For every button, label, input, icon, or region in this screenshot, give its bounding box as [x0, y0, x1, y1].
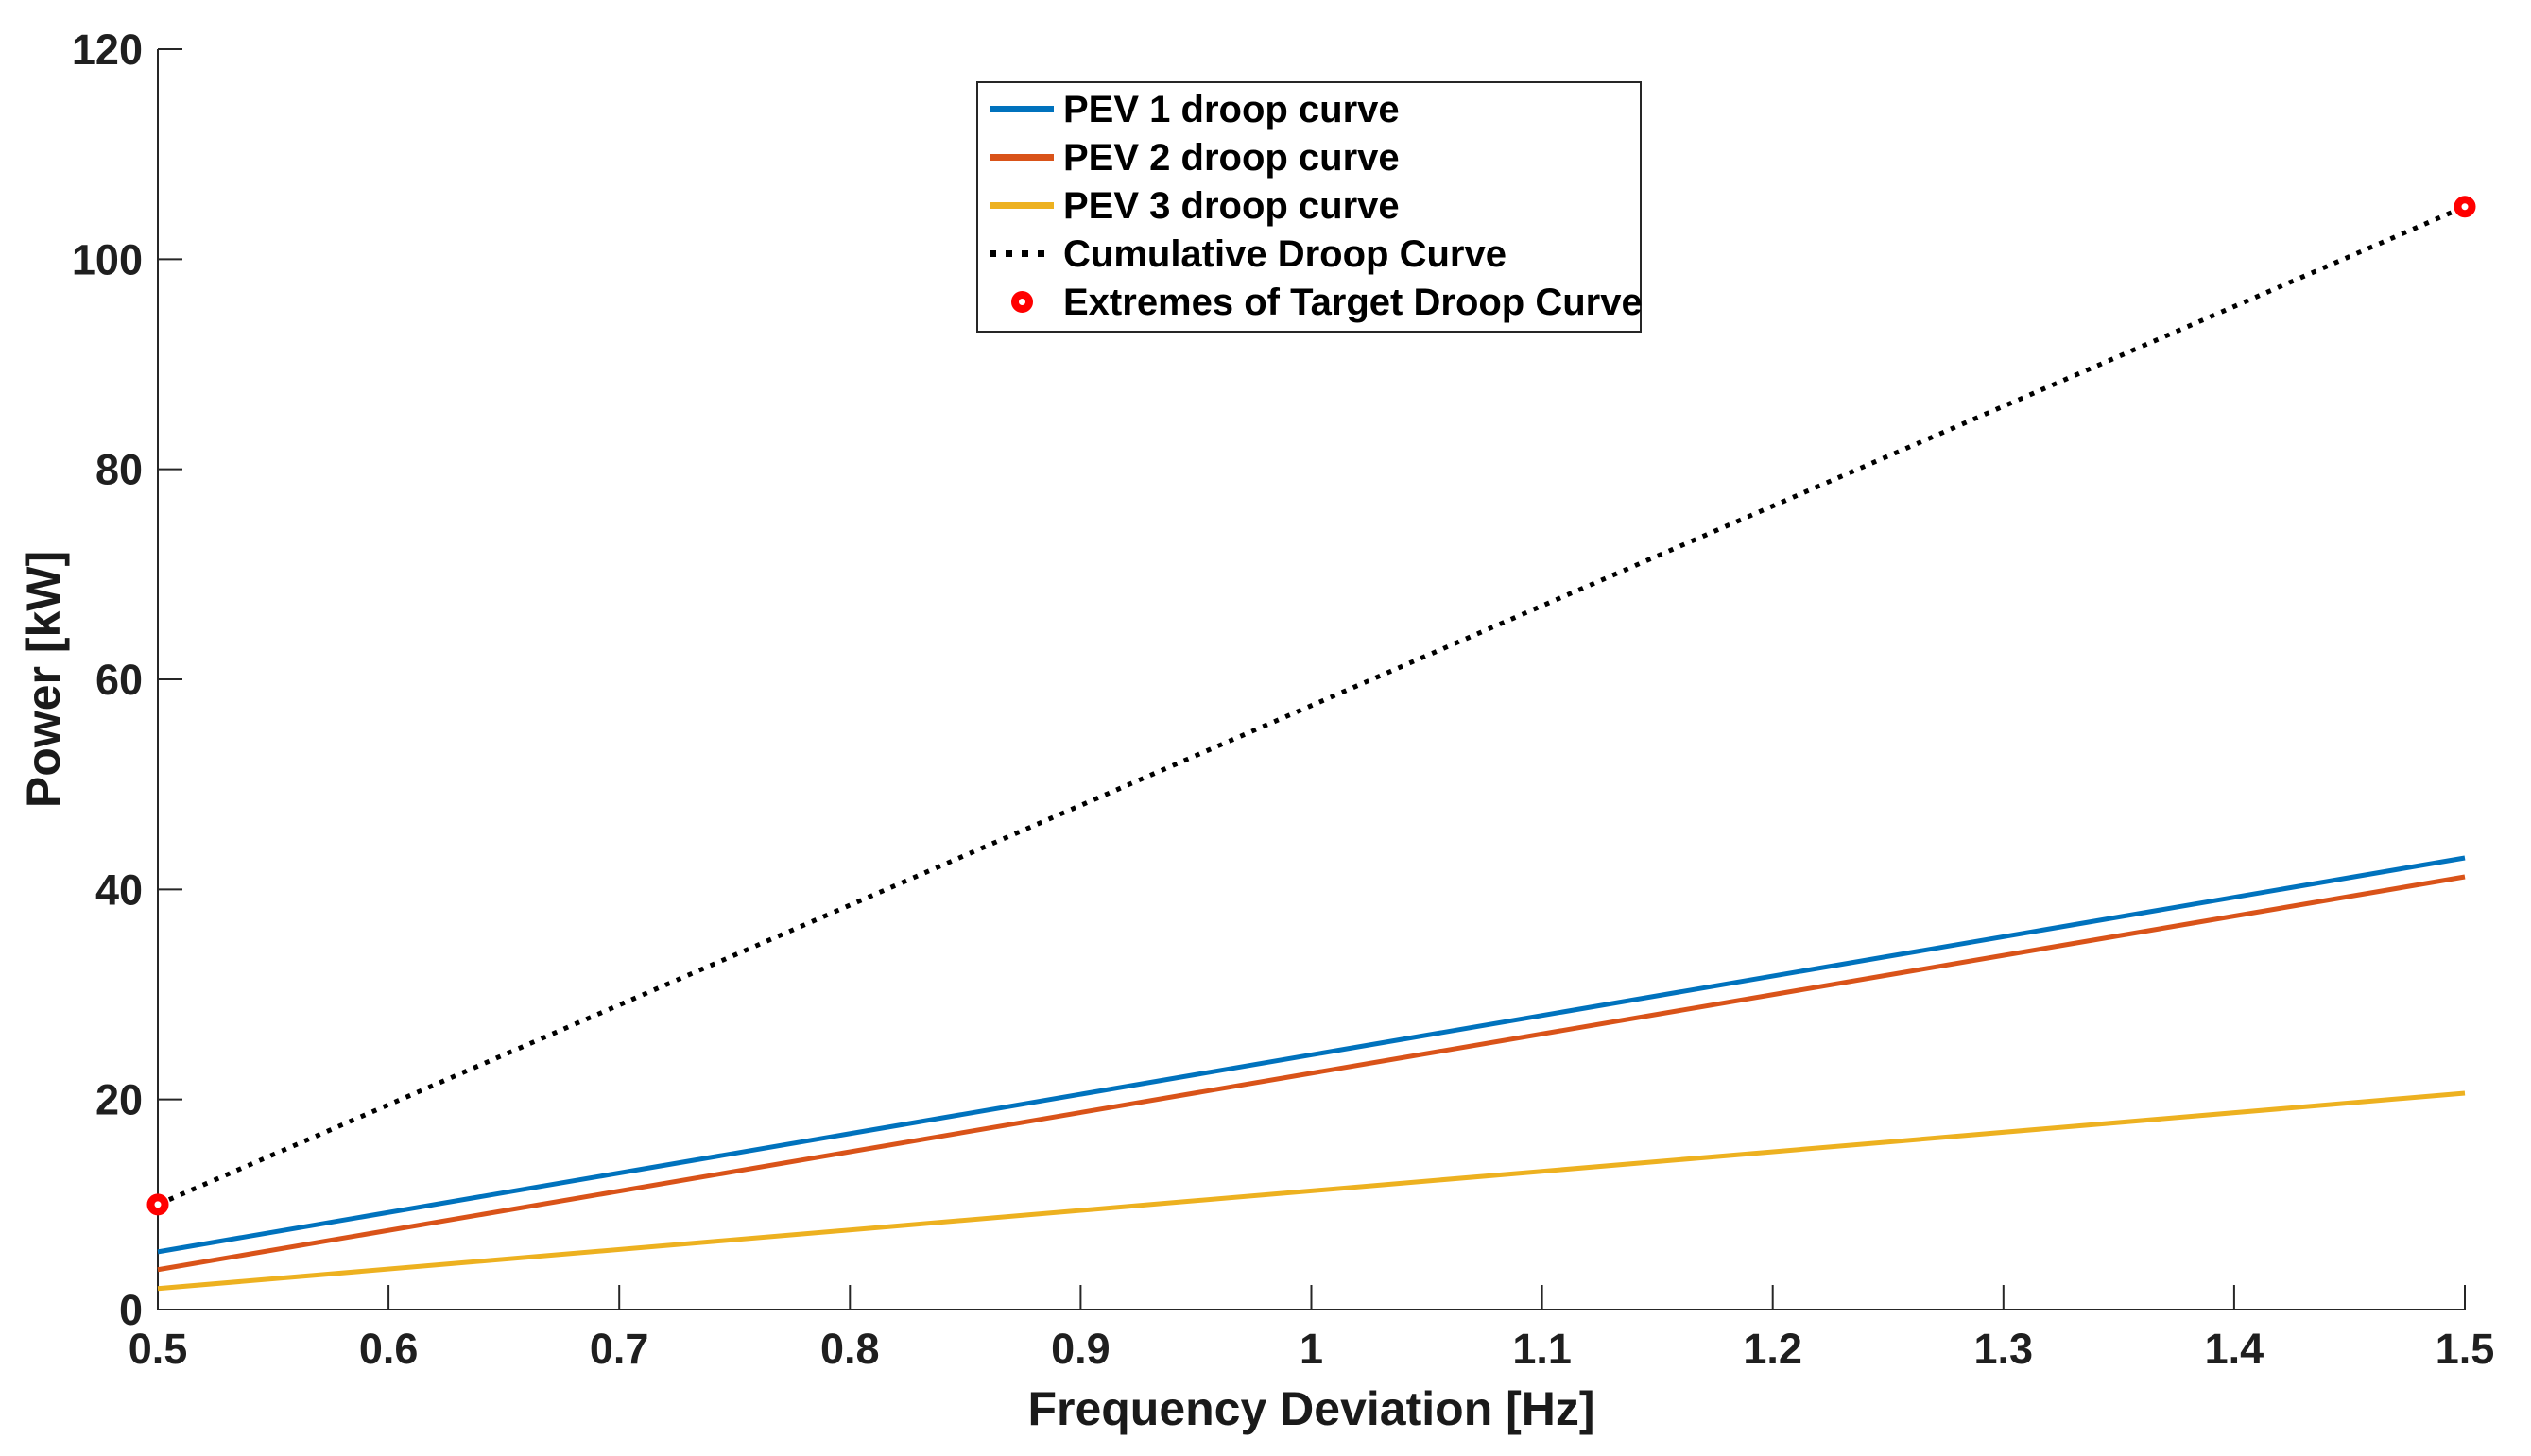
marker-extremes-of-target-droop-curve: [2454, 196, 2476, 218]
x-tick-label: 1.4: [2205, 1325, 2264, 1373]
legend: PEV 1 droop curve PEV 2 droop curve PEV …: [976, 81, 1643, 333]
legend-label: PEV 1 droop curve: [1063, 88, 1400, 130]
series-pev-1-droop-curve: [157, 855, 2466, 1255]
legend-item: Cumulative Droop Curve: [990, 230, 1640, 278]
marker-extremes-of-target-droop-curve: [146, 1193, 169, 1216]
series-cumulative-droop-curve: [157, 204, 2466, 1208]
legend-dotted-line-sample: [990, 250, 1054, 257]
legend-circle-marker-sample: [990, 291, 1054, 314]
x-tick-label: 0.5: [129, 1325, 188, 1373]
legend-item: PEV 1 droop curve: [990, 85, 1640, 133]
legend-marker-dot: [1010, 291, 1033, 313]
legend-label: PEV 3 droop curve: [1063, 184, 1400, 227]
legend-item: PEV 3 droop curve: [990, 181, 1640, 230]
legend-label: Extremes of Target Droop Curve: [1063, 281, 1643, 323]
y-tick-label: 80: [95, 446, 143, 494]
y-axis-title: Power [kW]: [17, 550, 70, 809]
y-tick-label: 100: [72, 235, 143, 283]
legend-line-sample-pev1: [990, 106, 1054, 112]
y-tick-label: 20: [95, 1076, 143, 1124]
x-tick-label: 1.5: [2436, 1325, 2495, 1373]
x-tick-label: 1: [1300, 1325, 1323, 1373]
y-tick-label: 0: [119, 1286, 143, 1334]
legend-line-sample-pev3: [990, 202, 1054, 209]
legend-label: PEV 2 droop curve: [1063, 136, 1400, 179]
y-tick-label: 40: [95, 865, 143, 914]
legend-line-sample-pev2: [990, 154, 1054, 161]
x-tick-label: 0.6: [359, 1325, 419, 1373]
x-tick-label: 0.7: [590, 1325, 649, 1373]
series-pev-2-droop-curve: [157, 874, 2466, 1273]
x-tick-label: 0.8: [820, 1325, 880, 1373]
legend-item: Extremes of Target Droop Curve: [990, 278, 1643, 326]
x-tick-label: 1.3: [1974, 1325, 2034, 1373]
x-tick-label: 0.9: [1051, 1325, 1111, 1373]
y-tick-label: 60: [95, 656, 143, 704]
y-tick-label: 120: [72, 26, 143, 74]
x-axis-title: Frequency Deviation [Hz]: [1027, 1382, 1595, 1435]
series-pev-3-droop-curve: [157, 1090, 2466, 1292]
x-tick-label: 1.1: [1512, 1325, 1572, 1373]
legend-item: PEV 2 droop curve: [990, 133, 1640, 181]
legend-label: Cumulative Droop Curve: [1063, 232, 1507, 275]
x-tick-label: 1.2: [1743, 1325, 1802, 1373]
